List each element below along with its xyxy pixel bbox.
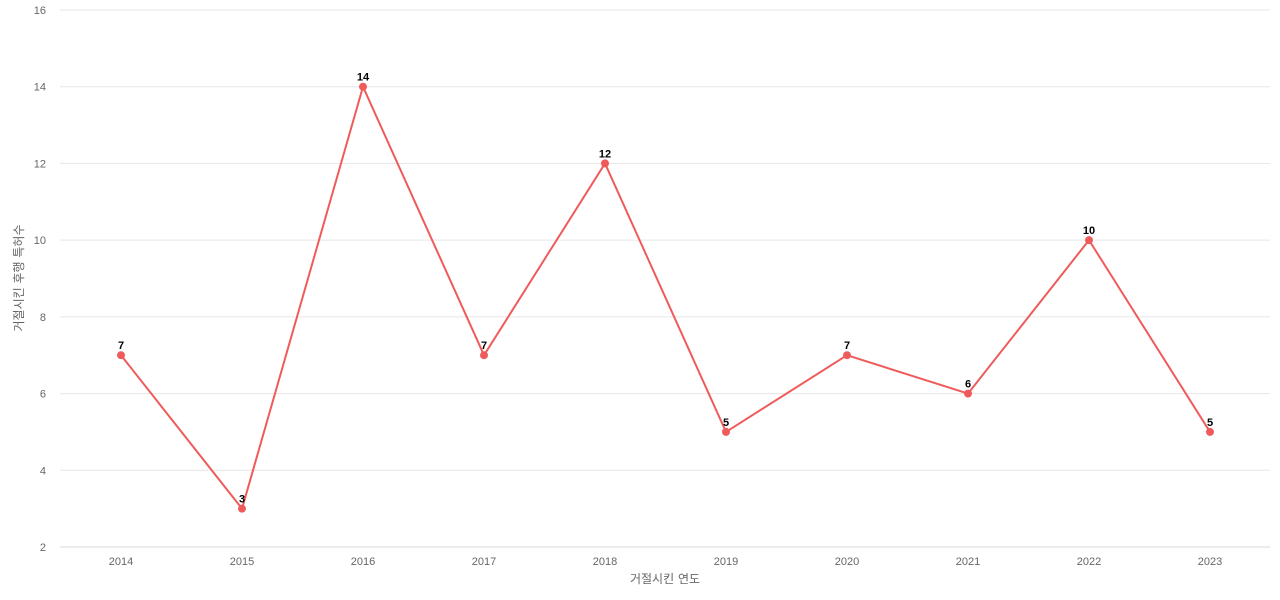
x-tick-label: 2016 bbox=[351, 556, 375, 568]
data-label: 5 bbox=[1207, 417, 1213, 429]
x-tick-label: 2019 bbox=[714, 556, 738, 568]
data-point bbox=[843, 351, 851, 360]
data-point bbox=[238, 504, 246, 513]
data-label: 7 bbox=[481, 340, 487, 352]
y-tick-label: 8 bbox=[40, 312, 46, 324]
data-point bbox=[1206, 427, 1214, 436]
y-tick-label: 10 bbox=[34, 235, 46, 247]
x-tick-label: 2017 bbox=[472, 556, 496, 568]
x-axis-title: 거절시킨 연도 bbox=[630, 572, 700, 586]
y-tick-label: 16 bbox=[34, 5, 46, 17]
x-tick-label: 2018 bbox=[593, 556, 617, 568]
data-point bbox=[117, 351, 125, 360]
data-label: 3 bbox=[239, 494, 245, 506]
data-label: 6 bbox=[965, 379, 971, 391]
grid-layer bbox=[60, 9, 1270, 471]
x-tick-label: 2023 bbox=[1198, 556, 1222, 568]
data-point bbox=[1085, 236, 1093, 245]
x-tick-label: 2020 bbox=[835, 556, 859, 568]
y-tick-label: 2 bbox=[40, 542, 46, 554]
data-label-layer: 7 3 14 7 12 5 7 6 10 5 bbox=[118, 72, 1213, 506]
x-tick-label: 2022 bbox=[1077, 556, 1101, 568]
data-label: 10 bbox=[1083, 225, 1095, 237]
y-tick-label: 6 bbox=[40, 389, 46, 401]
data-point bbox=[601, 159, 609, 168]
x-tick-label: 2014 bbox=[109, 556, 133, 568]
data-point bbox=[964, 389, 972, 398]
y-axis-title: 거절시킨 후행 특허수 bbox=[11, 225, 26, 332]
data-label: 7 bbox=[844, 340, 850, 352]
data-label: 7 bbox=[118, 340, 124, 352]
data-point bbox=[359, 82, 367, 91]
data-point bbox=[722, 427, 730, 436]
x-tick-label: 2015 bbox=[230, 556, 254, 568]
x-tick-label: 2021 bbox=[956, 556, 980, 568]
data-label: 12 bbox=[599, 148, 611, 160]
data-label: 14 bbox=[357, 72, 370, 84]
series-line bbox=[120, 85, 1211, 510]
axis-layer: 2 4 6 8 10 12 14 16 2014 2015 2016 2017 2018 2019 2020… bbox=[34, 5, 1270, 568]
y-tick-label: 4 bbox=[40, 465, 46, 477]
series-layer bbox=[117, 82, 1214, 513]
data-point bbox=[480, 351, 488, 360]
y-tick-label: 14 bbox=[34, 82, 46, 94]
data-label: 5 bbox=[723, 417, 729, 429]
y-tick-label: 12 bbox=[34, 158, 46, 170]
